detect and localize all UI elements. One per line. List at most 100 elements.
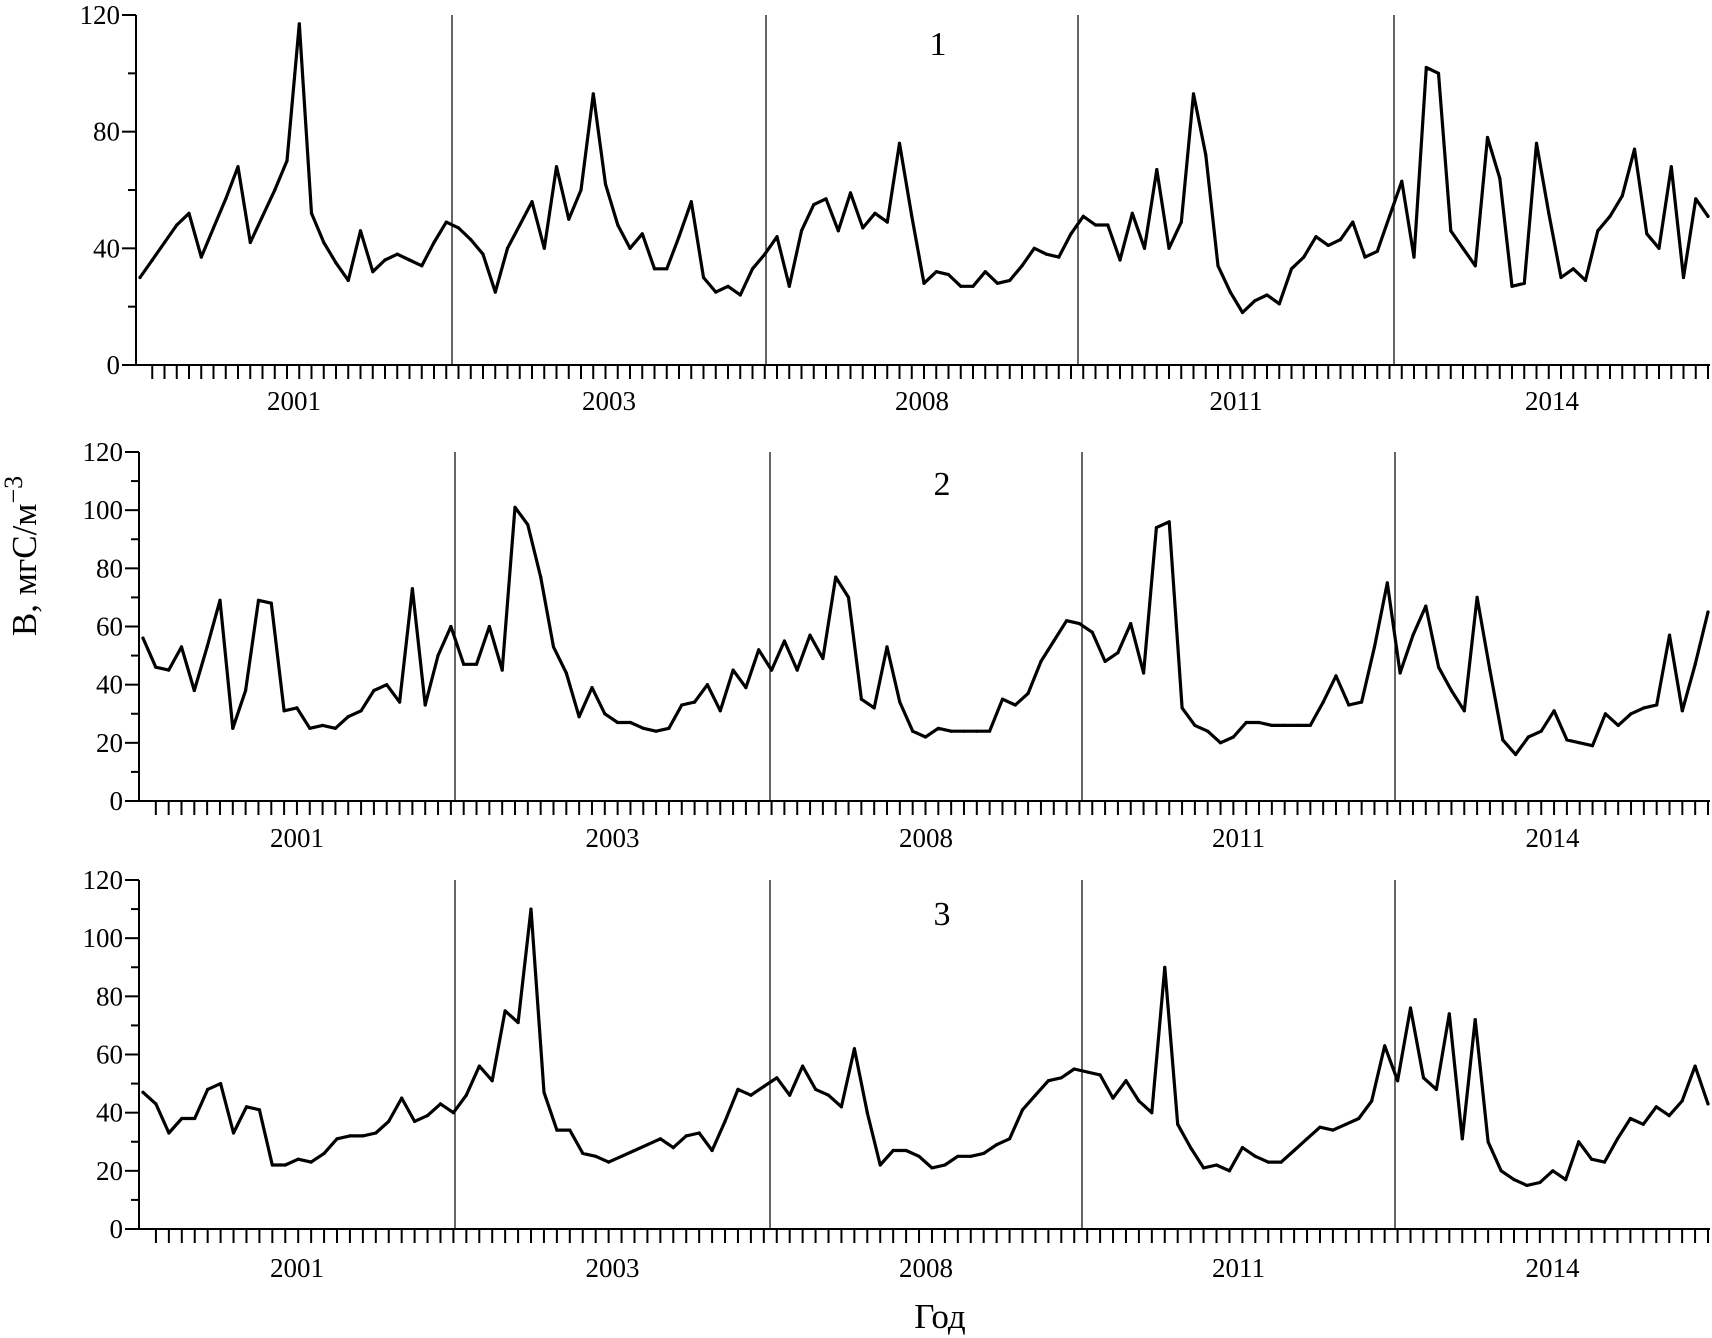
data-point — [444, 220, 448, 224]
data-point — [308, 726, 312, 730]
data-point — [231, 1131, 236, 1135]
data-point — [1069, 232, 1073, 236]
data-point — [410, 587, 414, 591]
data-point — [897, 141, 902, 145]
data-point — [1154, 526, 1158, 530]
data-point — [420, 264, 424, 268]
data-point — [1578, 741, 1582, 745]
data-point — [701, 275, 706, 280]
data-point — [438, 1102, 443, 1106]
data-point — [995, 281, 1000, 285]
data-point — [154, 665, 158, 669]
data-point — [1669, 165, 1673, 169]
data-point — [1202, 1166, 1206, 1170]
data-point — [282, 709, 286, 713]
data-point — [372, 688, 376, 693]
data-point — [555, 1128, 559, 1132]
data-point — [154, 1102, 158, 1106]
data-point — [1510, 284, 1514, 288]
data-point — [236, 165, 240, 169]
data-point — [193, 1116, 197, 1121]
data-point — [568, 1128, 572, 1132]
data-point — [714, 290, 718, 294]
data-point — [982, 1151, 986, 1155]
data-point — [192, 688, 196, 693]
data-point — [1103, 659, 1107, 664]
data-point — [607, 1160, 611, 1164]
data-point — [199, 255, 203, 259]
data-point — [1473, 1018, 1477, 1022]
data-point — [969, 1154, 973, 1158]
data-point — [1706, 610, 1710, 614]
data-point — [1475, 595, 1479, 600]
data-point — [564, 671, 568, 675]
data-point — [923, 735, 928, 739]
y-tick-label: 40 — [93, 233, 120, 263]
data-point — [1400, 179, 1404, 183]
data-point — [1270, 723, 1274, 728]
data-point — [628, 246, 632, 250]
data-point — [529, 907, 533, 911]
data-point — [205, 645, 209, 649]
data-point — [167, 668, 171, 672]
data-point — [296, 1157, 300, 1161]
data-point — [834, 575, 838, 579]
data-point — [503, 1009, 507, 1013]
data-point — [256, 598, 261, 602]
data-point — [594, 1154, 598, 1158]
data-point — [1326, 243, 1330, 247]
data-point — [1000, 697, 1005, 701]
data-point — [231, 726, 235, 730]
data-point — [1396, 1079, 1400, 1083]
data-point — [1052, 639, 1056, 643]
data-point — [1167, 520, 1171, 524]
data-point — [738, 293, 742, 297]
data-point — [1706, 214, 1710, 218]
data-point — [1338, 238, 1343, 242]
data-point — [283, 1163, 287, 1167]
data-point — [1137, 1099, 1141, 1103]
data-point — [530, 200, 534, 204]
data-point — [1552, 709, 1556, 713]
data-point — [141, 636, 145, 640]
y-tick-label: 0 — [110, 786, 124, 816]
data-point — [1372, 645, 1377, 649]
data-point — [206, 1087, 210, 1091]
data-point — [335, 1137, 339, 1141]
data-point — [1295, 723, 1300, 728]
data-point — [904, 1148, 908, 1153]
data-point — [361, 1134, 365, 1138]
data-point — [383, 258, 387, 262]
data-point — [1590, 1157, 1594, 1161]
data-point — [334, 261, 338, 265]
data-point — [451, 1111, 455, 1115]
data-point — [1559, 275, 1563, 280]
data-point — [1072, 1067, 1076, 1071]
data-point — [1214, 1163, 1219, 1167]
data-point — [1655, 703, 1659, 707]
data-point — [1408, 1006, 1413, 1010]
data-point — [1485, 135, 1490, 140]
data-point — [477, 1064, 481, 1068]
data-point — [1039, 659, 1043, 664]
data-point — [782, 639, 787, 643]
data-point — [1657, 246, 1661, 250]
data-point — [873, 211, 877, 215]
data-point — [1565, 738, 1569, 742]
data-point — [398, 700, 402, 704]
data-point — [371, 270, 375, 274]
y-tick-label: 80 — [93, 117, 120, 147]
data-point — [219, 1082, 223, 1086]
data-point — [1090, 630, 1094, 634]
data-point — [141, 1090, 145, 1094]
y-tick-label: 100 — [83, 495, 124, 525]
data-point — [1693, 662, 1697, 666]
data-point — [244, 688, 248, 693]
data-point — [567, 217, 571, 221]
data-point — [295, 706, 299, 710]
y-tick-label: 40 — [96, 1098, 123, 1128]
data-point — [640, 232, 644, 236]
panel-label: 2 — [934, 466, 951, 503]
data-point — [872, 706, 876, 710]
data-point — [1111, 1096, 1115, 1100]
